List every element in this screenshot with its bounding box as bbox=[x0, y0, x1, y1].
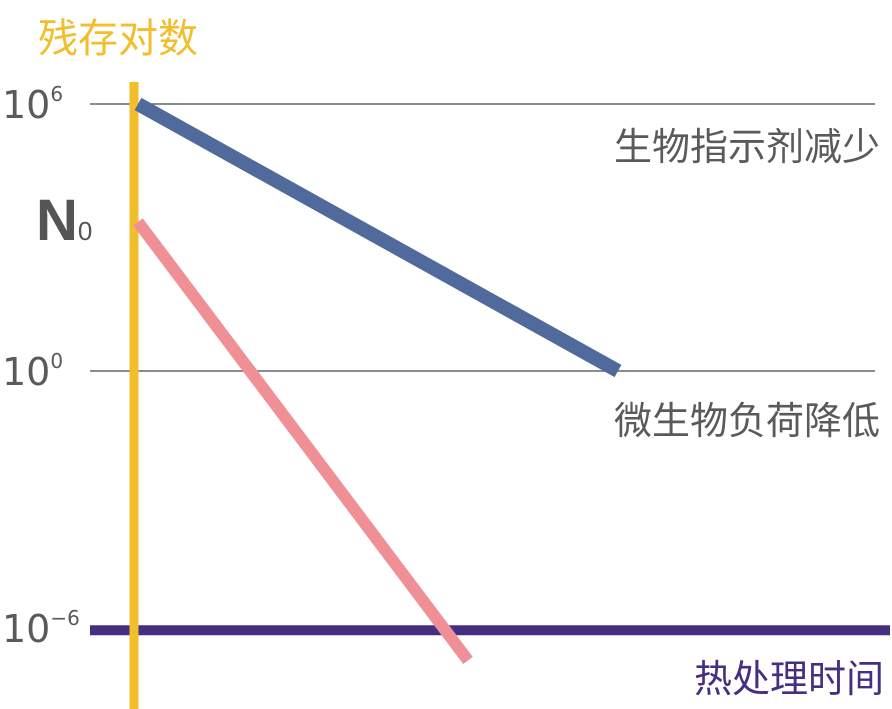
tick-1e6: 106 bbox=[2, 82, 64, 127]
indicator-label: 生物指示剂减少 bbox=[613, 125, 880, 169]
bioburden-label: 微生物负荷降低 bbox=[613, 399, 880, 443]
indicator-series-line bbox=[134, 97, 622, 378]
bioburden-series-line bbox=[133, 218, 473, 665]
n0-label: N0 bbox=[36, 188, 93, 253]
tick-1e0: 100 bbox=[2, 349, 64, 394]
x-axis-label: 热处理时间 bbox=[693, 657, 884, 701]
tick-1e-6: 10−6 bbox=[2, 606, 80, 651]
chart-title: 残存对数 bbox=[38, 16, 198, 62]
